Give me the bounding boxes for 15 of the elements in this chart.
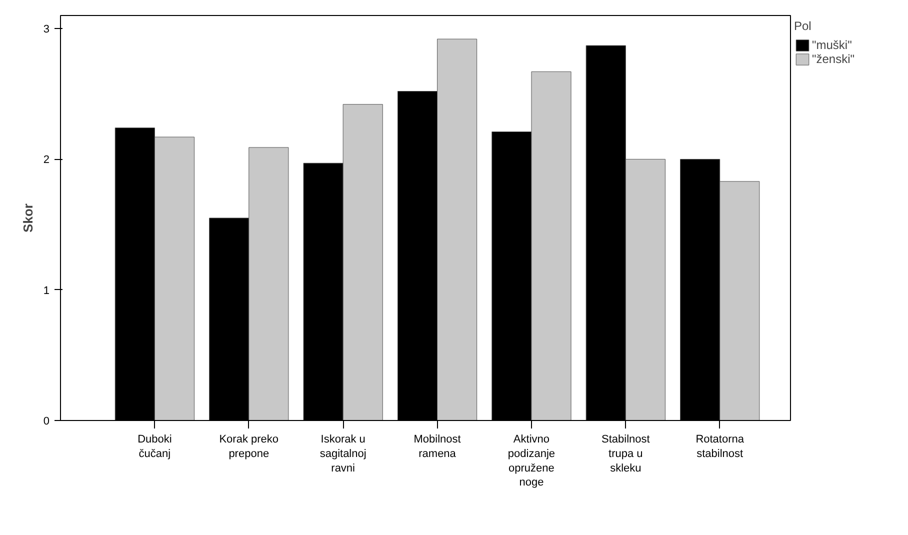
x-tick-label: Duboki čučanj bbox=[138, 434, 172, 460]
y-tick-label: 1 bbox=[43, 284, 50, 297]
x-tick-label: Mobilnost ramena bbox=[414, 434, 461, 460]
y-tick-label: 3 bbox=[43, 24, 50, 36]
x-tick-label: Aktivno podizanje opružene noge bbox=[508, 434, 556, 489]
x-tick-label: Iskorak u sagitalnoj ravni bbox=[320, 434, 366, 474]
x-tick-label: Stabilnost trupa u skleku bbox=[602, 434, 650, 474]
legend-title: Pol bbox=[794, 19, 812, 33]
legend-label: "ženski" bbox=[812, 52, 855, 66]
y-tick-label: 2 bbox=[43, 154, 50, 166]
y-axis-title: Skor bbox=[20, 204, 36, 232]
x-tick-label: Korak preko prepone bbox=[219, 434, 279, 460]
legend-label: "muški" bbox=[812, 38, 852, 52]
y-tick-label: 0 bbox=[43, 416, 50, 428]
x-tick-label: Rotatorna stabilnost bbox=[696, 434, 745, 460]
